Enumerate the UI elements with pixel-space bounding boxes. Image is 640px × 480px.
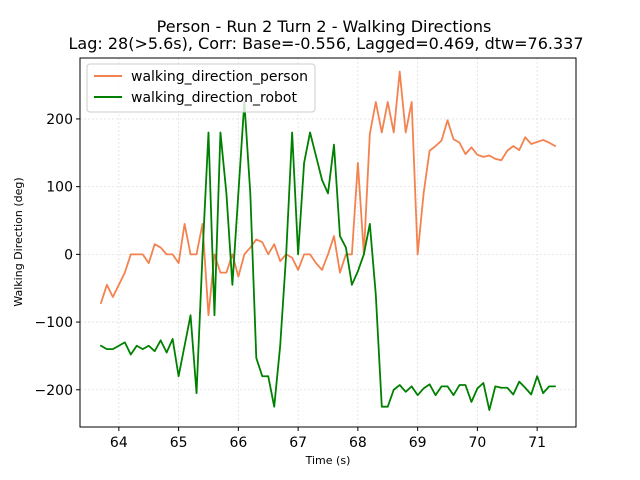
plot-area-frame <box>79 57 577 428</box>
x-tick-label: 67 <box>289 435 307 451</box>
y-axis-label: Walking Direction (deg) <box>12 177 25 306</box>
x-tick-label: 68 <box>349 435 367 451</box>
y-tick-label: 100 <box>46 180 73 196</box>
x-axis-ticks: 64 65 66 67 68 69 70 71 <box>110 427 546 451</box>
x-tick-label: 66 <box>229 435 247 451</box>
series-layer <box>100 70 556 411</box>
y-axis-ticks: −200 −100 0 100 200 <box>35 112 80 399</box>
x-tick-label: 69 <box>409 435 427 451</box>
y-tick-label: 200 <box>46 112 73 128</box>
x-tick-label: 65 <box>170 435 188 451</box>
legend-label-robot: walking_direction_robot <box>131 90 297 106</box>
x-tick-label: 70 <box>468 435 486 451</box>
chart-subtitle: Lag: 28(>5.6s), Corr: Base=-0.556, Lagge… <box>68 34 583 53</box>
y-tick-label: −200 <box>35 383 73 399</box>
chart-title: Person - Run 2 Turn 2 - Walking Directio… <box>157 17 492 36</box>
x-tick-label: 71 <box>528 435 546 451</box>
series-line-person <box>100 70 556 317</box>
y-tick-label: 0 <box>64 247 73 263</box>
legend: walking_direction_person walking_directi… <box>86 63 316 113</box>
x-axis-label: Time (s) <box>305 454 351 467</box>
y-tick-label: −100 <box>35 315 73 331</box>
legend-box <box>86 63 316 113</box>
x-tick-label: 64 <box>110 435 128 451</box>
legend-label-person: walking_direction_person <box>131 69 308 85</box>
series-line-robot <box>100 101 556 411</box>
